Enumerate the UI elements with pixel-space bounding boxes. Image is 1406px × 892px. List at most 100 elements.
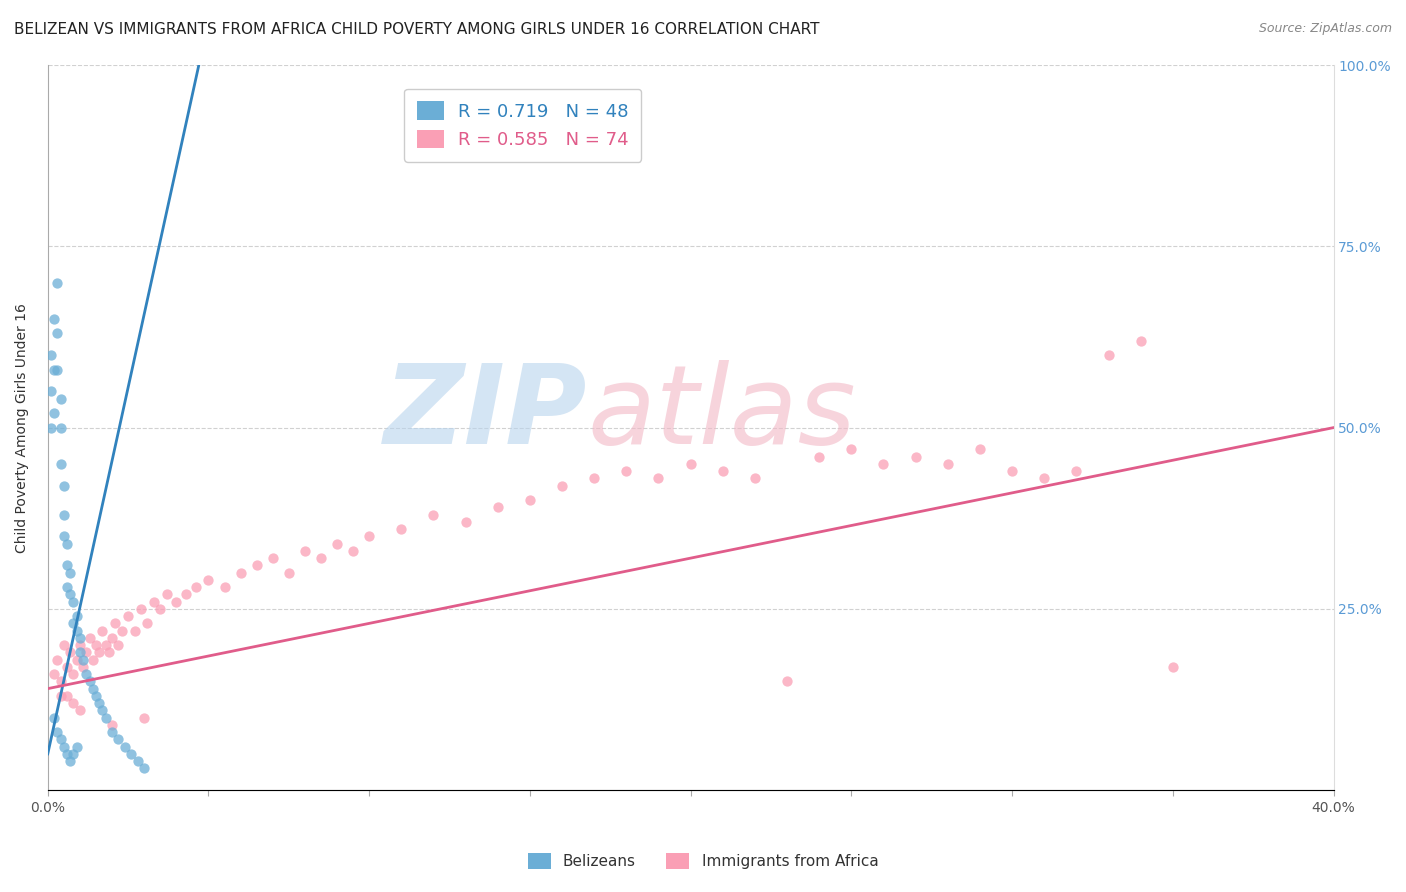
Point: [56, 536, 79, 550]
Point: [59, 566, 82, 580]
Point: [49, 732, 72, 747]
Point: [149, 602, 172, 616]
Point: [136, 616, 159, 631]
Point: [62, 667, 84, 681]
Point: [614, 464, 637, 478]
Point: [75, 645, 97, 659]
Text: Source: ZipAtlas.com: Source: ZipAtlas.com: [1258, 22, 1392, 36]
Point: [49, 392, 72, 406]
Point: [184, 580, 207, 594]
Point: [44, 406, 66, 420]
Point: [969, 442, 991, 457]
Point: [107, 732, 129, 747]
Point: [519, 493, 541, 508]
Point: [679, 457, 702, 471]
Point: [647, 471, 669, 485]
Point: [134, 761, 156, 775]
Point: [46, 653, 69, 667]
Point: [101, 725, 124, 739]
Point: [91, 703, 114, 717]
Point: [46, 326, 69, 341]
Point: [127, 754, 149, 768]
Point: [69, 703, 91, 717]
Point: [124, 624, 146, 638]
Point: [101, 631, 124, 645]
Point: [66, 609, 89, 624]
Point: [165, 594, 187, 608]
Legend: Belizeans, Immigrants from Africa: Belizeans, Immigrants from Africa: [522, 847, 884, 875]
Legend: R = 0.719   N = 48, R = 0.585   N = 74: R = 0.719 N = 48, R = 0.585 N = 74: [404, 88, 641, 161]
Point: [91, 624, 114, 638]
Point: [246, 558, 269, 573]
Point: [56, 689, 79, 703]
Point: [142, 594, 165, 608]
Point: [229, 566, 252, 580]
Point: [44, 311, 66, 326]
Point: [46, 725, 69, 739]
Point: [84, 638, 107, 652]
Point: [294, 544, 316, 558]
Point: [326, 536, 349, 550]
Point: [46, 362, 69, 376]
Point: [66, 739, 89, 754]
Text: atlas: atlas: [588, 359, 856, 467]
Point: [69, 645, 91, 659]
Y-axis label: Child Poverty Among Girls Under 16: Child Poverty Among Girls Under 16: [15, 302, 30, 552]
Point: [104, 616, 127, 631]
Point: [62, 616, 84, 631]
Point: [744, 471, 766, 485]
Point: [39, 420, 62, 434]
Point: [583, 471, 606, 485]
Point: [94, 711, 117, 725]
Point: [1033, 471, 1056, 485]
Point: [94, 638, 117, 652]
Point: [84, 689, 107, 703]
Point: [277, 566, 299, 580]
Point: [49, 674, 72, 689]
Point: [107, 638, 129, 652]
Point: [872, 457, 894, 471]
Point: [1161, 660, 1184, 674]
Point: [49, 420, 72, 434]
Point: [72, 660, 94, 674]
Point: [114, 739, 136, 754]
Point: [52, 739, 75, 754]
Point: [52, 478, 75, 492]
Point: [59, 587, 82, 601]
Point: [75, 667, 97, 681]
Point: [1097, 348, 1119, 362]
Point: [359, 529, 381, 543]
Point: [89, 645, 111, 659]
Text: BELIZEAN VS IMMIGRANTS FROM AFRICA CHILD POVERTY AMONG GIRLS UNDER 16 CORRELATIO: BELIZEAN VS IMMIGRANTS FROM AFRICA CHILD…: [14, 22, 820, 37]
Point: [56, 580, 79, 594]
Point: [79, 631, 101, 645]
Point: [309, 551, 332, 566]
Point: [89, 696, 111, 710]
Point: [156, 587, 179, 601]
Point: [52, 638, 75, 652]
Point: [56, 660, 79, 674]
Point: [101, 718, 124, 732]
Point: [52, 508, 75, 522]
Point: [120, 747, 142, 761]
Point: [82, 681, 104, 696]
Point: [72, 653, 94, 667]
Point: [936, 457, 959, 471]
Point: [129, 602, 152, 616]
Point: [111, 624, 134, 638]
Point: [49, 457, 72, 471]
Point: [79, 674, 101, 689]
Point: [49, 689, 72, 703]
Point: [197, 573, 219, 587]
Point: [59, 754, 82, 768]
Point: [39, 384, 62, 399]
Point: [422, 508, 444, 522]
Point: [134, 711, 156, 725]
Point: [808, 450, 831, 464]
Point: [486, 500, 509, 515]
Point: [39, 348, 62, 362]
Point: [52, 529, 75, 543]
Point: [262, 551, 284, 566]
Point: [82, 653, 104, 667]
Point: [776, 674, 799, 689]
